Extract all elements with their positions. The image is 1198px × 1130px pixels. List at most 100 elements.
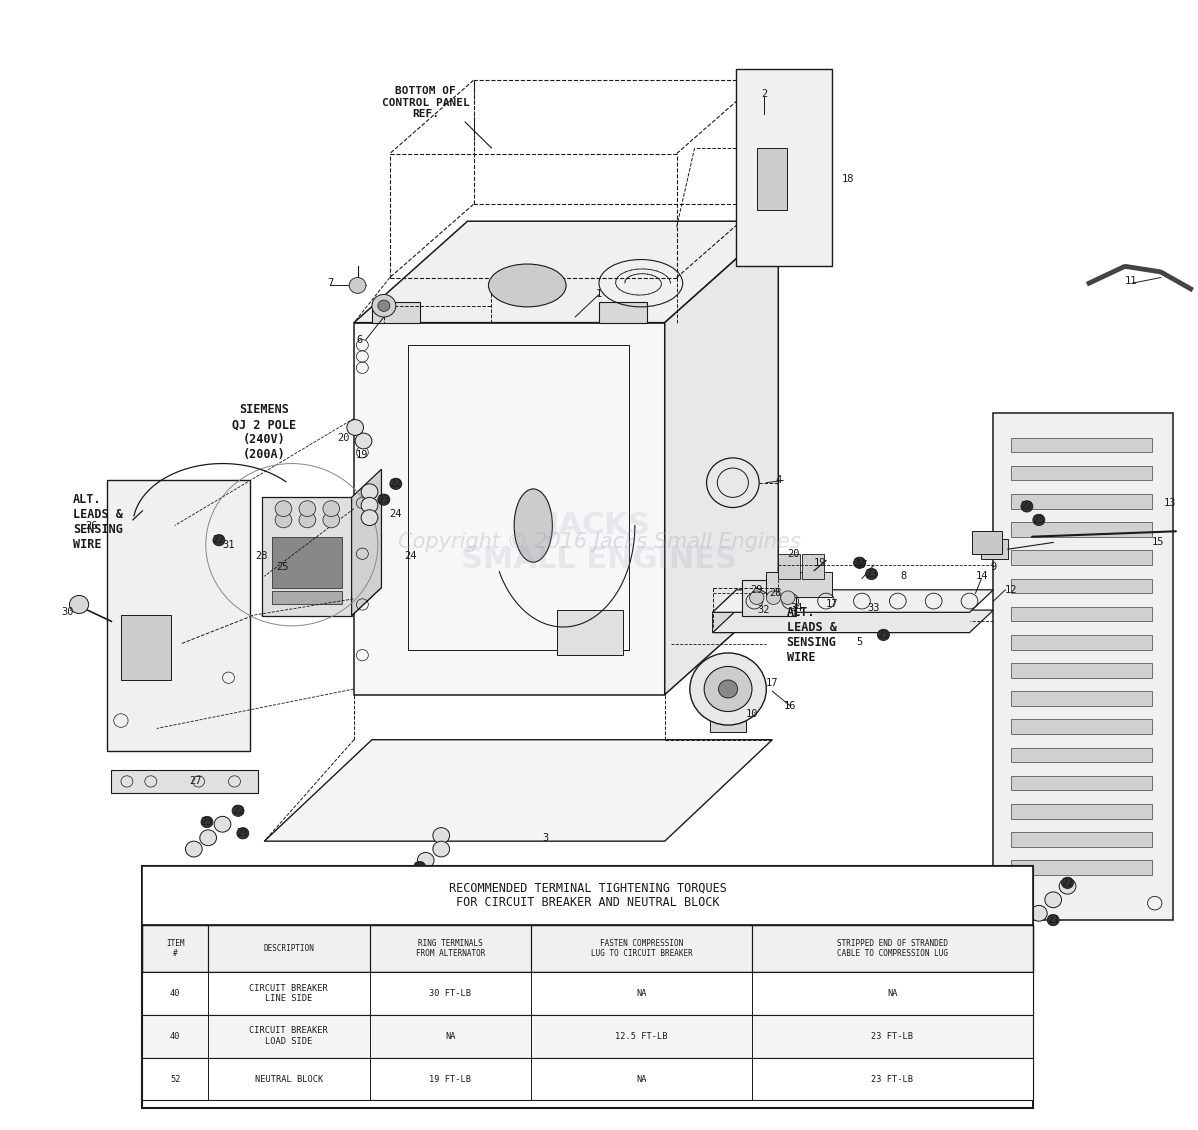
Bar <box>369 1058 531 1101</box>
Text: 17: 17 <box>766 678 779 688</box>
Bar <box>369 1015 531 1058</box>
Circle shape <box>69 596 89 614</box>
Bar <box>143 1058 208 1101</box>
Circle shape <box>232 805 244 816</box>
Bar <box>143 972 208 1015</box>
Text: CIRCUIT BREAKER
LINE SIDE: CIRCUIT BREAKER LINE SIDE <box>249 983 328 1003</box>
Text: 9: 9 <box>991 563 997 572</box>
Circle shape <box>186 841 202 857</box>
Text: 20: 20 <box>787 549 800 558</box>
Text: 14: 14 <box>975 572 987 581</box>
Circle shape <box>371 295 395 318</box>
Ellipse shape <box>489 264 567 307</box>
Text: 21: 21 <box>1047 915 1059 925</box>
Circle shape <box>355 433 371 449</box>
Bar <box>272 537 341 588</box>
Circle shape <box>213 534 225 546</box>
Circle shape <box>214 816 231 832</box>
Bar <box>1011 635 1152 650</box>
Polygon shape <box>353 221 779 323</box>
Polygon shape <box>713 590 993 612</box>
Polygon shape <box>265 740 773 841</box>
Text: NA: NA <box>636 1075 647 1084</box>
Bar <box>143 924 1033 972</box>
Circle shape <box>1021 501 1033 512</box>
Text: 6: 6 <box>357 334 363 345</box>
Text: DESCRIPTION: DESCRIPTION <box>264 944 314 953</box>
Text: 23: 23 <box>1021 881 1033 892</box>
Circle shape <box>719 680 738 698</box>
Bar <box>143 1058 1033 1101</box>
Text: 23: 23 <box>377 495 391 505</box>
Text: 32: 32 <box>757 605 770 615</box>
Bar <box>599 303 647 323</box>
Text: 18: 18 <box>841 174 854 184</box>
Text: 10: 10 <box>745 709 758 719</box>
Text: 13: 13 <box>1164 498 1176 508</box>
Bar <box>1011 692 1152 706</box>
Text: 23: 23 <box>201 817 213 827</box>
Text: JACKS
SMALL ENGINES: JACKS SMALL ENGINES <box>461 511 737 574</box>
Circle shape <box>417 852 434 868</box>
Circle shape <box>389 478 401 489</box>
Bar <box>767 572 833 597</box>
Bar <box>371 303 419 323</box>
Bar <box>143 866 1033 924</box>
Text: 22: 22 <box>1021 502 1033 512</box>
Text: BOTTOM OF
CONTROL PANEL
REF.: BOTTOM OF CONTROL PANEL REF. <box>382 86 470 120</box>
Bar <box>752 924 1033 972</box>
Circle shape <box>300 512 316 528</box>
Bar <box>208 1058 369 1101</box>
Bar <box>1011 803 1152 818</box>
Circle shape <box>377 301 389 312</box>
Circle shape <box>361 497 377 513</box>
Bar <box>557 610 623 655</box>
Circle shape <box>200 829 217 845</box>
Text: 16: 16 <box>783 701 797 711</box>
Text: 12: 12 <box>1005 585 1017 594</box>
Text: ALT.
LEADS &
SENSING
WIRE: ALT. LEADS & SENSING WIRE <box>73 493 123 551</box>
Circle shape <box>323 512 340 528</box>
Text: RECOMMENDED TERMINAL TIGHTENING TORQUES
FOR CIRCUIT BREAKER AND NEUTRAL BLOCK: RECOMMENDED TERMINAL TIGHTENING TORQUES … <box>449 881 726 910</box>
Text: 3: 3 <box>541 833 549 843</box>
Circle shape <box>237 827 249 838</box>
Bar <box>1011 579 1152 593</box>
Text: 28: 28 <box>255 551 268 560</box>
Bar <box>143 972 1033 1015</box>
Text: 12.5 FT-LB: 12.5 FT-LB <box>616 1032 667 1041</box>
Circle shape <box>750 591 764 605</box>
Circle shape <box>1047 914 1059 925</box>
Text: 33: 33 <box>867 602 881 612</box>
Circle shape <box>704 667 752 712</box>
Text: 2: 2 <box>761 89 767 98</box>
Circle shape <box>413 861 425 872</box>
Text: 19 FT-LB: 19 FT-LB <box>429 1075 471 1084</box>
Text: 21: 21 <box>413 862 426 872</box>
Text: 23: 23 <box>1033 515 1045 525</box>
Bar <box>1011 437 1152 452</box>
Text: 8: 8 <box>901 572 907 581</box>
Text: 34: 34 <box>789 602 803 612</box>
Text: 11: 11 <box>1125 276 1137 286</box>
Bar <box>1011 832 1152 846</box>
Text: 4: 4 <box>775 476 781 486</box>
Circle shape <box>346 419 363 435</box>
Ellipse shape <box>514 489 552 563</box>
Text: 7: 7 <box>327 278 333 288</box>
Bar <box>208 1015 369 1058</box>
Circle shape <box>361 510 377 525</box>
Circle shape <box>767 591 781 605</box>
Bar <box>1011 522 1152 537</box>
Circle shape <box>1045 892 1061 907</box>
Text: NA: NA <box>888 989 897 998</box>
Text: ALT.
LEADS &
SENSING
WIRE: ALT. LEADS & SENSING WIRE <box>787 606 836 664</box>
Bar <box>752 1058 1033 1101</box>
Text: 24: 24 <box>389 510 403 520</box>
Circle shape <box>377 494 389 505</box>
Polygon shape <box>713 590 737 633</box>
Bar <box>981 539 1008 559</box>
Text: 23 FT-LB: 23 FT-LB <box>871 1032 913 1041</box>
Polygon shape <box>262 497 351 616</box>
Bar <box>272 591 341 605</box>
Polygon shape <box>993 412 1173 920</box>
